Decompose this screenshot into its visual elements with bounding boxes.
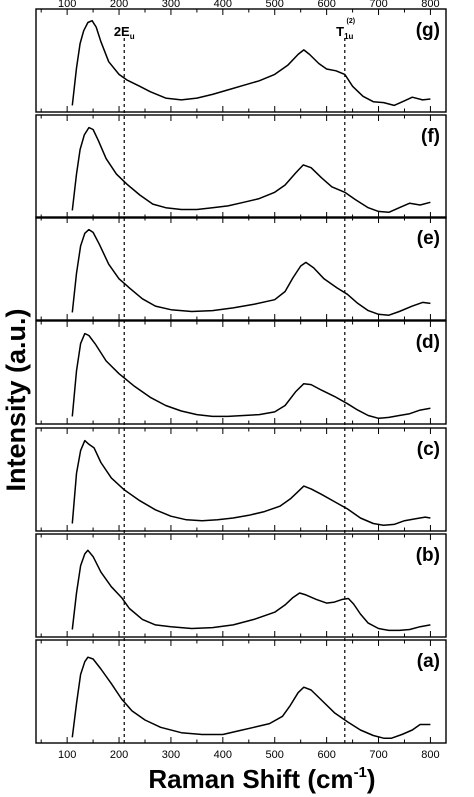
bottom-tick-label: 200	[110, 749, 128, 761]
spectrum-line	[71, 549, 431, 632]
x-axis-label: Raman Shift (cm-1)	[148, 764, 375, 794]
top-tick-label: 600	[317, 0, 335, 10]
top-tick-label: 800	[421, 0, 439, 10]
panel-label: (b)	[416, 545, 440, 566]
top-tick-label: 700	[369, 0, 387, 10]
panel-label: (d)	[416, 332, 440, 353]
panel-label: (a)	[417, 651, 440, 672]
reference-label-main: T	[336, 24, 344, 39]
reference-label-sub: 1u	[344, 32, 353, 41]
reference-label-sub: u	[130, 32, 135, 41]
panel-frame	[35, 427, 447, 532]
spectrum-line	[71, 439, 431, 527]
panel-frame	[35, 216, 447, 321]
top-tick-label: 200	[110, 0, 128, 10]
spectrum-line	[71, 19, 431, 107]
panel-d: (d)	[35, 320, 447, 425]
x-axis-label-superscript: -1	[354, 764, 367, 781]
panel-a: (a)	[35, 639, 447, 744]
y-axis-label: Intensity (a.u.)	[1, 308, 31, 491]
panel-b: (b)	[35, 533, 447, 638]
panel-f: (f)	[35, 114, 447, 219]
reference-label-superscript: (2)	[347, 18, 356, 25]
panel-frame	[35, 114, 447, 219]
bottom-tick-label: 800	[421, 749, 439, 761]
x-axis-label-end: )	[367, 764, 376, 794]
reference-lines-layer: 2Eu T1u(2)	[114, 18, 355, 743]
panels-layer: (g) (f) (e) (d) (c) (b) (a)	[35, 8, 447, 744]
reference-line-label: T1u	[336, 24, 353, 41]
bottom-tick-labels: 100 200 300 400 500 600 700 800	[58, 749, 440, 761]
panel-e: (e)	[35, 216, 447, 321]
reference-line-label: 2Eu	[114, 24, 135, 41]
spectrum-line	[71, 228, 431, 316]
top-tick-label: 300	[162, 0, 180, 10]
top-tick-label: 400	[214, 0, 232, 10]
spectrum-line	[71, 656, 431, 739]
reference-label-main: 2E	[114, 24, 130, 39]
panel-label: (f)	[421, 126, 440, 147]
bottom-tick-label: 400	[214, 749, 232, 761]
bottom-tick-label: 100	[58, 749, 76, 761]
bottom-tick-label: 700	[369, 749, 387, 761]
spectrum-line	[71, 126, 431, 214]
panel-frame	[35, 8, 447, 113]
panel-c: (c)	[35, 427, 447, 532]
bottom-tick-label: 500	[266, 749, 284, 761]
panel-label: (g)	[416, 20, 440, 41]
panel-frame	[35, 533, 447, 638]
panel-frame	[35, 639, 447, 744]
panel-label: (e)	[417, 228, 440, 249]
panel-g: (g)	[35, 8, 447, 113]
bottom-tick-label: 600	[317, 749, 335, 761]
bottom-tick-label: 300	[162, 749, 180, 761]
panel-frame	[35, 320, 447, 425]
x-axis-label-text: Raman Shift (cm	[148, 764, 353, 794]
top-tick-label: 100	[58, 0, 76, 10]
y-axis-label-group: Intensity (a.u.)	[1, 308, 31, 491]
top-tick-label: 500	[266, 0, 284, 10]
spectrum-line	[71, 332, 431, 420]
panel-label: (c)	[417, 439, 440, 460]
top-tick-labels: 100 200 300 400 500 600 700 800	[58, 0, 440, 10]
